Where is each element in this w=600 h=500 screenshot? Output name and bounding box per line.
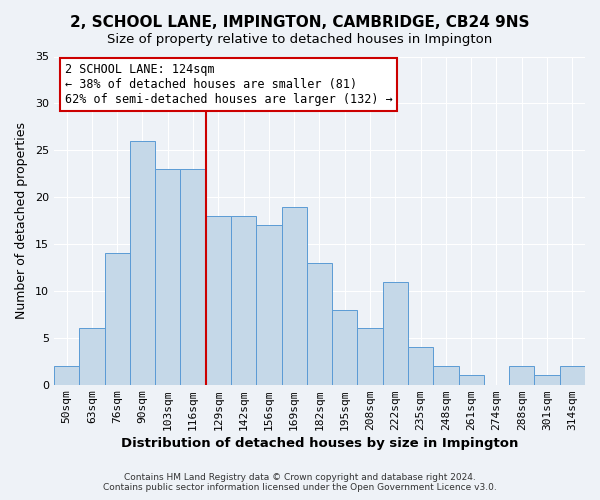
- Bar: [560, 366, 585, 384]
- Text: 2 SCHOOL LANE: 124sqm
← 38% of detached houses are smaller (81)
62% of semi-deta: 2 SCHOOL LANE: 124sqm ← 38% of detached …: [65, 63, 392, 106]
- Bar: [433, 366, 458, 384]
- Text: Contains HM Land Registry data © Crown copyright and database right 2024.
Contai: Contains HM Land Registry data © Crown c…: [103, 473, 497, 492]
- Bar: [307, 263, 332, 384]
- Bar: [155, 169, 181, 384]
- Bar: [358, 328, 383, 384]
- Bar: [104, 254, 130, 384]
- Bar: [332, 310, 358, 384]
- Bar: [281, 206, 307, 384]
- X-axis label: Distribution of detached houses by size in Impington: Distribution of detached houses by size …: [121, 437, 518, 450]
- Bar: [408, 347, 433, 385]
- Text: Size of property relative to detached houses in Impington: Size of property relative to detached ho…: [107, 32, 493, 46]
- Bar: [79, 328, 104, 384]
- Text: 2, SCHOOL LANE, IMPINGTON, CAMBRIDGE, CB24 9NS: 2, SCHOOL LANE, IMPINGTON, CAMBRIDGE, CB…: [70, 15, 530, 30]
- Bar: [231, 216, 256, 384]
- Bar: [181, 169, 206, 384]
- Bar: [54, 366, 79, 384]
- Bar: [130, 141, 155, 384]
- Bar: [383, 282, 408, 385]
- Y-axis label: Number of detached properties: Number of detached properties: [15, 122, 28, 319]
- Bar: [535, 376, 560, 384]
- Bar: [509, 366, 535, 384]
- Bar: [458, 376, 484, 384]
- Bar: [206, 216, 231, 384]
- Bar: [256, 226, 281, 384]
